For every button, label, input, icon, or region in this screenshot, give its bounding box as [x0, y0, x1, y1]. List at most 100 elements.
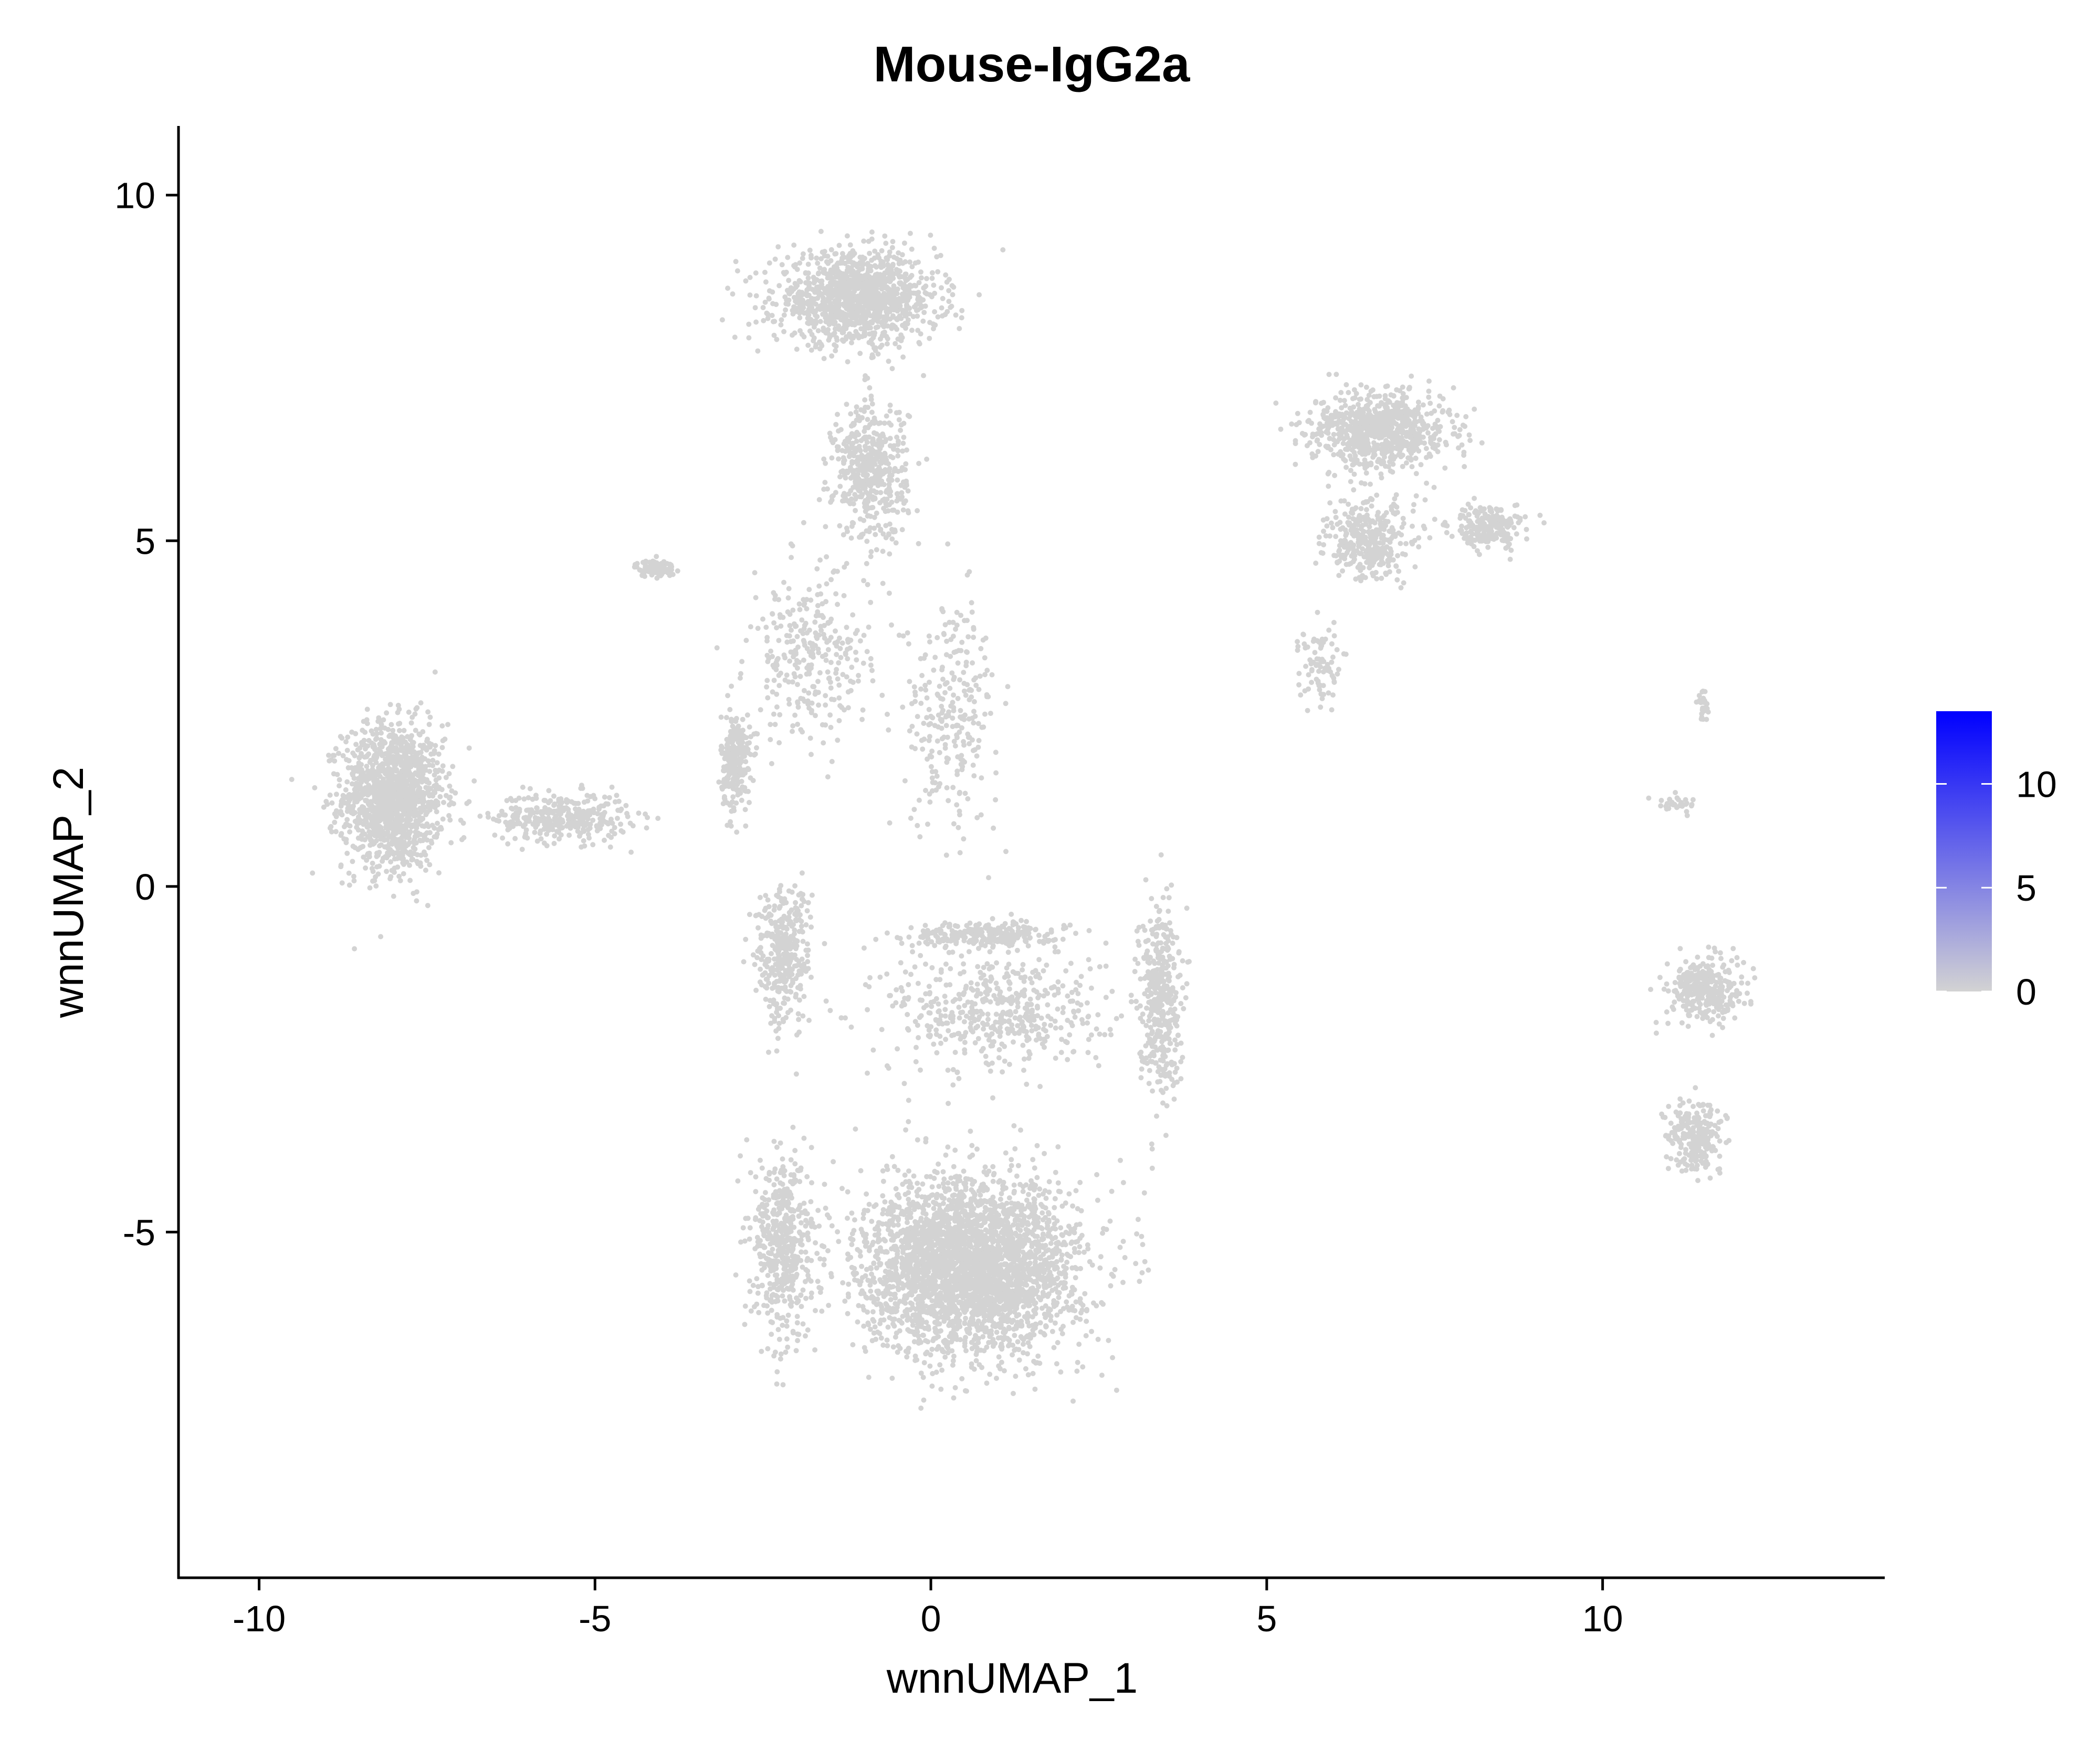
scatter-point: [798, 727, 804, 733]
scatter-point: [831, 569, 836, 575]
scatter-point: [850, 501, 856, 507]
scatter-point: [954, 768, 960, 774]
scatter-point: [886, 358, 891, 364]
scatter-point: [991, 825, 996, 831]
scatter-point: [963, 1030, 969, 1036]
scatter-point: [855, 678, 861, 684]
scatter-point: [1009, 911, 1014, 917]
scatter-point: [921, 721, 927, 726]
scatter-point: [924, 695, 930, 701]
scatter-point: [884, 307, 889, 313]
scatter-point: [729, 761, 735, 767]
scatter-point: [860, 472, 866, 478]
scatter-point: [829, 758, 835, 764]
scatter-point: [948, 1013, 953, 1019]
scatter-point: [401, 843, 406, 849]
scatter-point: [368, 757, 373, 763]
scatter-point: [333, 814, 339, 819]
scatter-point: [731, 717, 737, 723]
scatter-point: [608, 835, 614, 840]
scatter-point: [970, 660, 975, 666]
scatter-point: [350, 859, 355, 864]
scatter-point: [817, 670, 823, 676]
scatter-point: [745, 746, 751, 752]
scatter-point: [895, 336, 901, 342]
scatter-point: [868, 393, 874, 399]
scatter-point: [978, 975, 984, 981]
scatter-point: [400, 831, 406, 836]
scatter-point: [510, 819, 516, 825]
scatter-point: [829, 455, 835, 461]
scatter-point: [822, 941, 827, 946]
scatter-point: [387, 779, 393, 785]
scatter-point: [809, 304, 815, 310]
scatter-point: [581, 799, 587, 805]
scatter-point: [733, 259, 739, 265]
scatter-point: [969, 986, 974, 991]
scatter-point: [355, 792, 361, 797]
scatter-point: [390, 793, 395, 799]
scatter-point: [394, 810, 400, 816]
scatter-point: [494, 817, 499, 823]
scatter-point: [781, 312, 787, 318]
scatter-point: [538, 828, 543, 834]
scatter-point: [791, 621, 797, 627]
scatter-point: [1107, 1027, 1113, 1032]
scatter-point: [844, 334, 849, 340]
scatter-point: [1002, 1043, 1007, 1049]
scatter-point: [814, 255, 820, 261]
scatter-point: [793, 648, 799, 653]
scatter-point: [929, 769, 935, 775]
scatter-point: [1075, 991, 1081, 997]
scatter-point: [940, 677, 946, 682]
scatter-point: [618, 821, 624, 827]
scatter-point: [926, 706, 932, 712]
scatter-point: [927, 734, 932, 740]
scatter-point: [424, 777, 429, 783]
scatter-point: [895, 494, 901, 500]
scatter-point: [878, 453, 884, 459]
scatter-point: [865, 513, 870, 519]
scatter-point: [826, 675, 832, 681]
scatter-point: [333, 792, 339, 797]
scatter-point: [822, 480, 828, 486]
scatter-point: [861, 518, 867, 523]
scatter-point: [782, 294, 788, 300]
scatter-point: [845, 265, 851, 270]
scatter-point: [323, 799, 329, 804]
scatter-point: [774, 336, 780, 342]
scatter-point: [1097, 964, 1102, 969]
scatter-point: [872, 263, 878, 269]
scatter-point: [396, 721, 401, 727]
scatter-point: [830, 440, 836, 446]
scatter-point: [359, 751, 364, 756]
scatter-point: [900, 704, 906, 710]
scatter-point: [931, 246, 937, 251]
scatter-point: [795, 699, 801, 705]
scatter-point: [962, 1047, 968, 1053]
scatter-point: [870, 319, 875, 324]
scatter-point: [415, 832, 421, 838]
scatter-point: [338, 864, 344, 870]
scatter-point: [772, 593, 778, 598]
scatter-point: [1044, 962, 1049, 968]
scatter-point: [891, 255, 897, 260]
scatter-point: [364, 778, 369, 784]
scatter-point: [790, 679, 795, 685]
scatter-point: [835, 411, 840, 417]
scatter-point: [865, 405, 871, 410]
scatter-point: [927, 335, 932, 341]
scatter-point: [833, 343, 839, 349]
scatter-point: [379, 741, 384, 747]
scatter-point: [344, 822, 350, 828]
scatter-point: [962, 618, 967, 624]
scatter-point: [714, 645, 720, 651]
scatter-point: [871, 281, 877, 287]
scatter-point: [917, 834, 923, 840]
scatter-point: [557, 822, 563, 828]
scatter-point: [505, 841, 511, 847]
scatter-point: [899, 490, 905, 495]
scatter-point: [356, 819, 362, 825]
scatter-point: [835, 676, 841, 682]
scatter-point: [918, 303, 924, 309]
